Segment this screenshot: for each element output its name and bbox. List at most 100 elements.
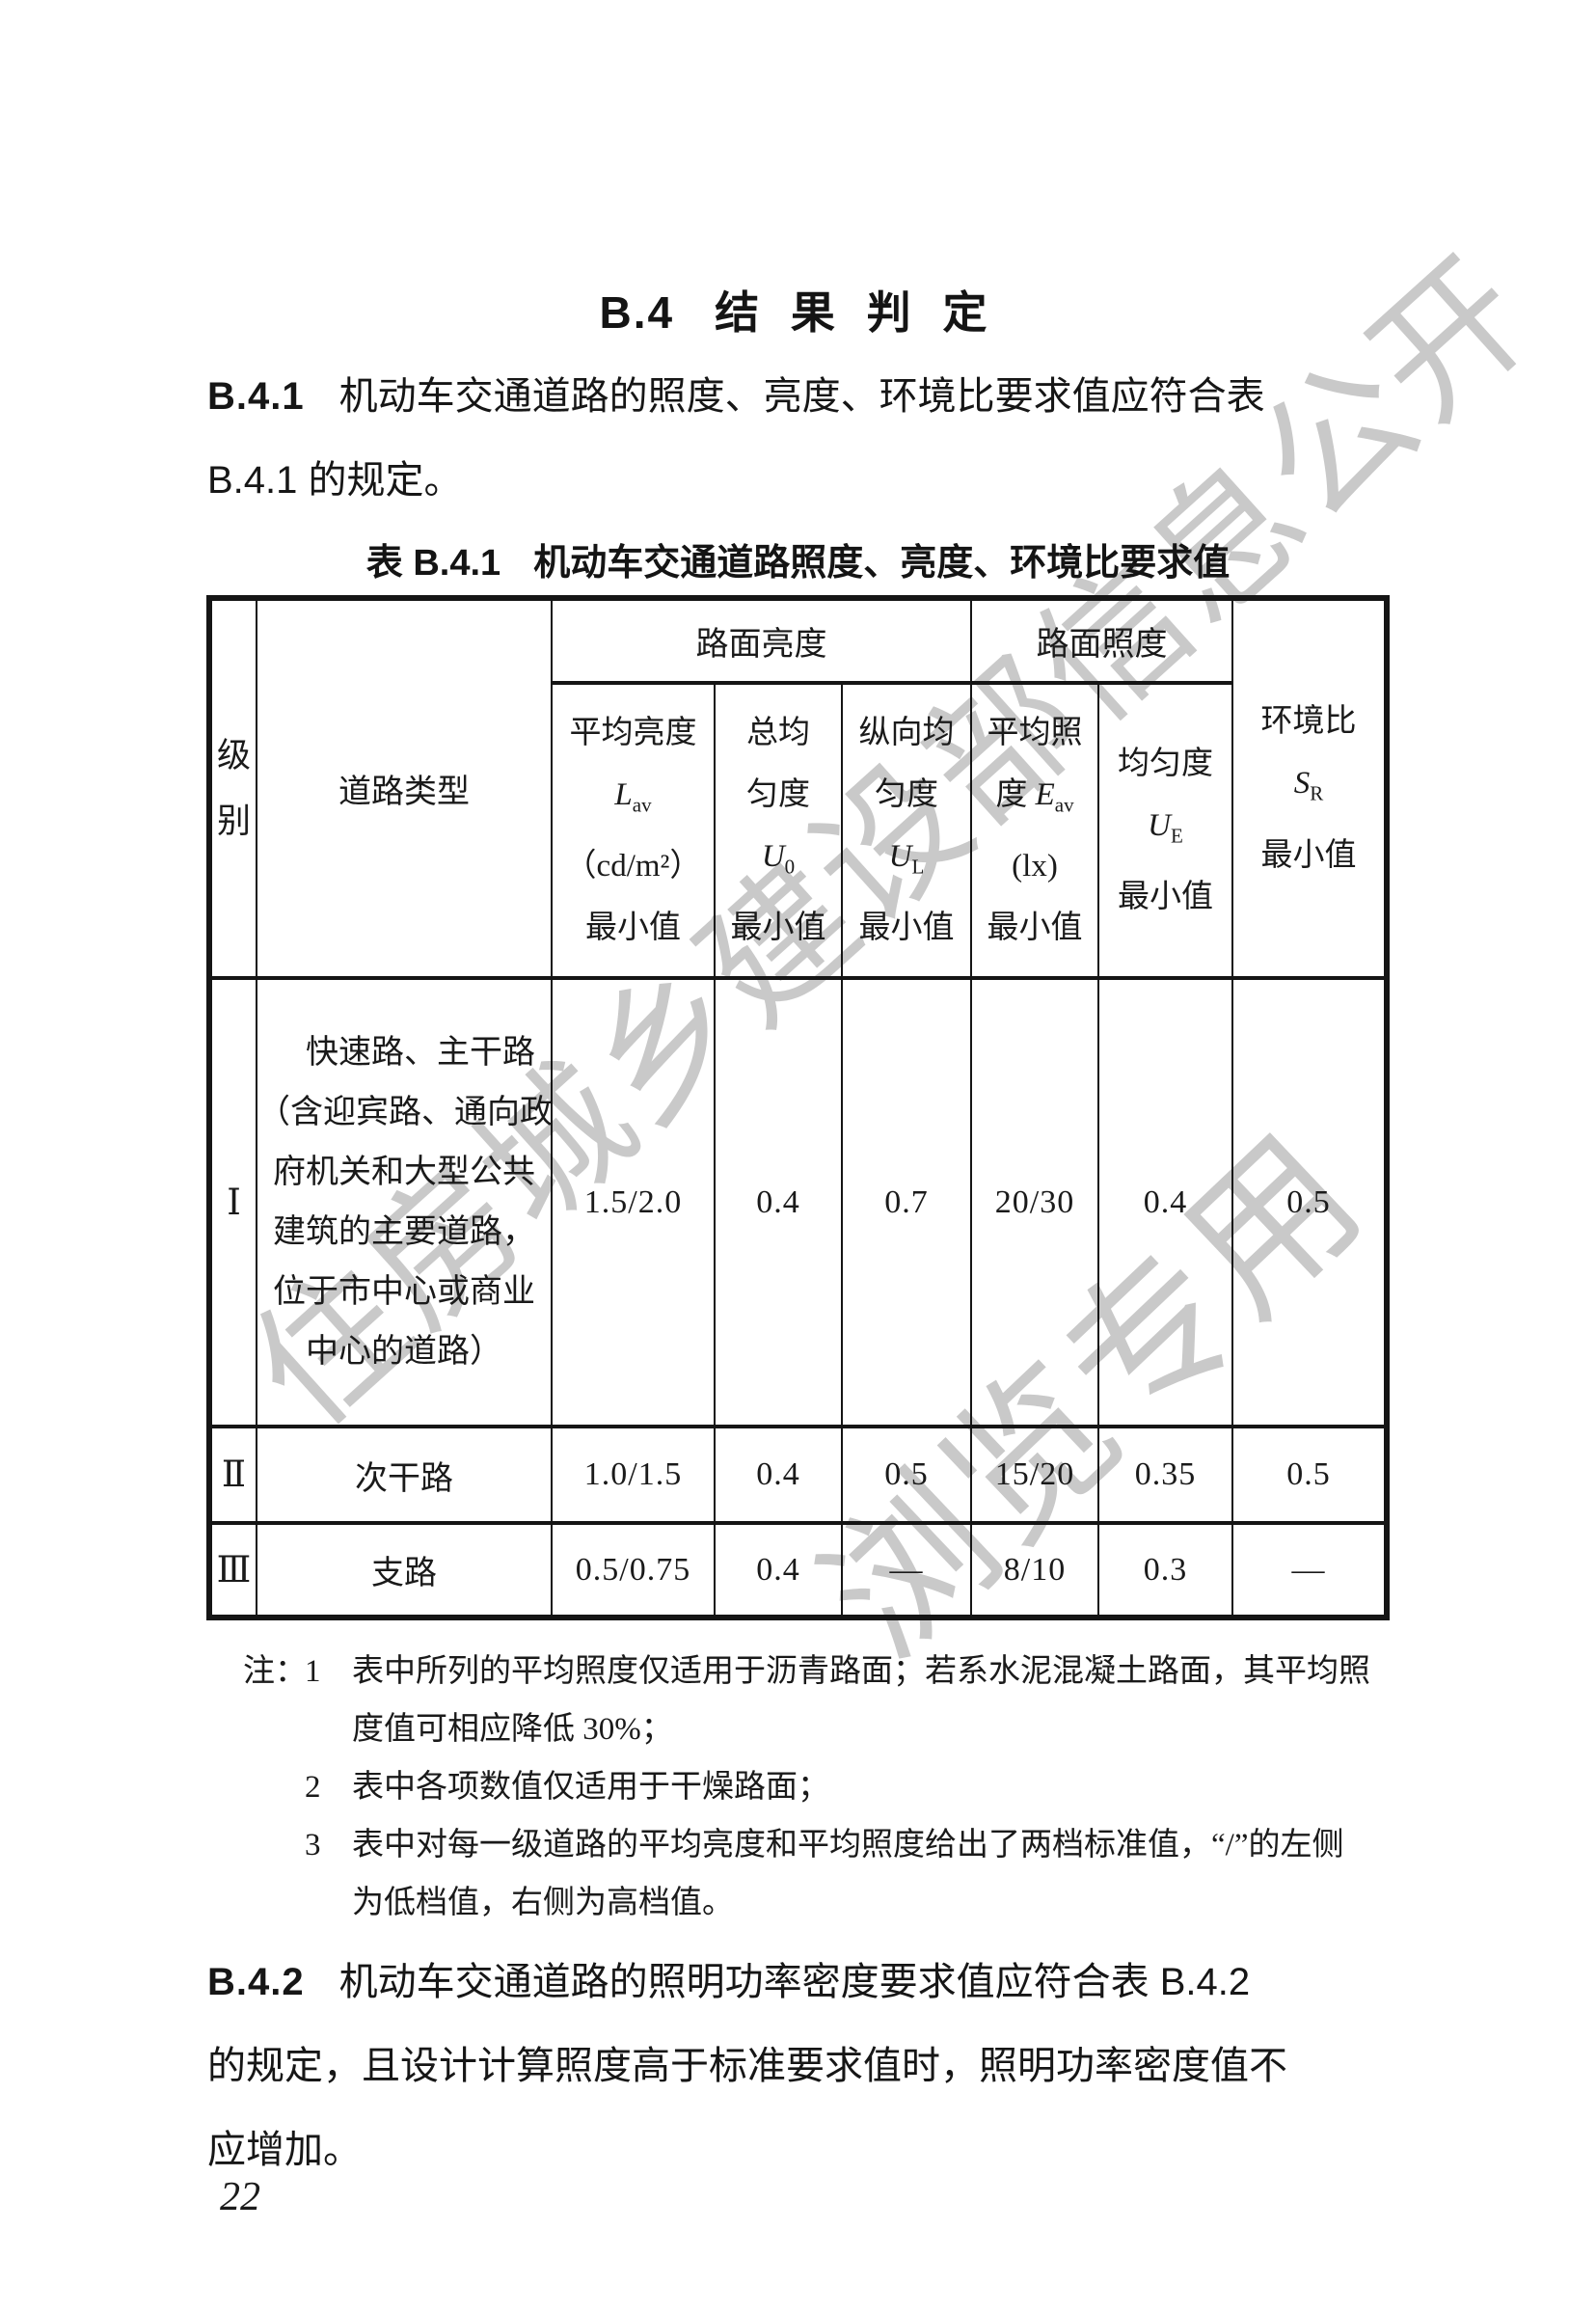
header-cell-luminance-group: 路面亮度: [551, 596, 972, 685]
cell-sr-1: 0.5: [1231, 976, 1388, 1428]
avg-luminance-unit: （cd/m²）: [564, 849, 702, 884]
overall-uniformity-min-label: 最小值: [730, 911, 826, 946]
surround-ratio-min-label: 最小值: [1260, 837, 1357, 873]
header-cell-overall-uniformity: 总均 匀度 U0 最小值: [714, 681, 843, 980]
subscript-0: 0: [784, 855, 796, 879]
symbol-S: S: [1293, 766, 1311, 802]
longitudinal-uniformity-min-label: 最小值: [858, 911, 955, 946]
cell-u0-3: 0.4: [714, 1521, 843, 1619]
illuminance-uniformity-min-label: 最小值: [1118, 880, 1213, 915]
symbol-L: L: [614, 776, 633, 812]
note-item-2: 2 表中各项数值仅适用于干燥路面；: [243, 1758, 1410, 1816]
longitudinal-uniformity-line2: 匀度: [875, 776, 938, 812]
header-cell-level: 级 别: [208, 596, 257, 980]
page-number: 22: [220, 2175, 260, 2219]
cell-lav-3: 0.5/0.75: [551, 1521, 716, 1619]
header-level-label: 级 别: [216, 736, 251, 840]
header-cell-illuminance-uniformity: 均匀度 UE 最小值: [1097, 681, 1233, 980]
cell-eav-1: 20/30: [970, 976, 1099, 1428]
note-3-number: 3: [305, 1828, 321, 1862]
note-3-text: 表中对每一级道路的平均亮度和平均照度给出了两档标准值，“/”的左侧 为低档值，右…: [352, 1828, 1344, 1920]
header-luminance-group-label: 路面亮度: [695, 627, 827, 663]
cell-level-2: Ⅱ: [208, 1425, 257, 1525]
note-1-text: 表中所列的平均照度仅适用于沥青路面；若系水泥混凝土路面，其平均照 度值可相应降低…: [352, 1654, 1370, 1747]
symbol-U: U: [761, 838, 785, 874]
header-cell-longitudinal-uniformity: 纵向均 匀度 UL 最小值: [841, 681, 972, 980]
clause-b42-text: 机动车交通道路的照明功率密度要求值应符合表 B.4.2 的规定，且设计计算照度高…: [207, 1961, 1287, 2171]
header-road-type-label: 道路类型: [338, 775, 470, 810]
table-notes: 注： 1 表中所列的平均照度仅适用于沥青路面；若系水泥混凝土路面，其平均照 度值…: [243, 1643, 1410, 1932]
avg-illuminance-line2-prefix: 度: [995, 776, 1036, 812]
table-row-grade1: Ⅰ 快速路、主干路 （含迎宾路、通向政 府机关和大型公共 建筑的主要道路， 位于…: [208, 976, 1388, 1428]
cell-ul-1: 0.7: [841, 976, 972, 1428]
table-caption: 表 B.4.1 机动车交通道路照度、亮度、环境比要求值: [0, 532, 1596, 585]
cell-ue-3: 0.3: [1097, 1521, 1233, 1619]
avg-luminance-symbol: Lav: [554, 764, 713, 836]
cell-road-type-3: 支路: [256, 1521, 553, 1619]
longitudinal-uniformity-symbol: UL: [844, 826, 969, 898]
table-caption-number: 表 B.4.1: [365, 543, 501, 584]
cell-sr-2: 0.5: [1231, 1425, 1388, 1525]
clause-b42-number: B.4.2: [207, 1961, 305, 2003]
cell-sr-3: —: [1231, 1521, 1388, 1619]
note-1-number: 1: [305, 1654, 321, 1689]
table-row-grade3: Ⅲ 支路 0.5/0.75 0.4 — 8/10 0.3 —: [208, 1521, 1388, 1619]
table-header-group-row: 级 别 道路类型 路面亮度 路面照度 环境比 SR 最小值: [208, 596, 1388, 980]
header-cell-surround-ratio: 环境比 SR 最小值: [1231, 596, 1388, 980]
section-heading-number: B.4: [599, 287, 675, 338]
subscript-R: R: [1310, 781, 1324, 805]
cell-u0-1: 0.4: [714, 976, 843, 1428]
note-item-1: 注： 1 表中所列的平均照度仅适用于沥青路面；若系水泥混凝土路面，其平均照 度值…: [243, 1643, 1410, 1758]
clause-b41-number: B.4.1: [207, 375, 305, 418]
overall-uniformity-symbol: U0: [717, 826, 840, 898]
avg-illuminance-line1: 平均照: [987, 715, 1083, 750]
illuminance-uniformity-symbol: UE: [1100, 795, 1231, 867]
requirements-table: 级 别 道路类型 路面亮度 路面照度 环境比 SR 最小值 平均亮度 Lav （…: [206, 595, 1390, 1620]
clause-b42: B.4.2 机动车交通道路的照明功率密度要求值应符合表 B.4.2 的规定，且设计…: [207, 1941, 1538, 2192]
subscript-av: av: [1054, 793, 1074, 817]
note-2-text: 表中各项数值仅适用于干燥路面；: [352, 1770, 829, 1805]
table-caption-title: 机动车交通道路照度、亮度、环境比要求值: [533, 543, 1231, 584]
cell-eav-3: 8/10: [970, 1521, 1099, 1619]
cell-road-type-2: 次干路: [256, 1425, 553, 1525]
avg-illuminance-min-label: 最小值: [987, 911, 1083, 946]
header-cell-avg-illuminance: 平均照 度 Eav (lx) 最小值: [970, 681, 1099, 980]
note-item-3: 3 表中对每一级道路的平均亮度和平均照度给出了两档标准值，“/”的左侧 为低档值…: [243, 1816, 1410, 1932]
header-illuminance-group-label: 路面照度: [1036, 627, 1168, 663]
notes-label: 注：: [243, 1654, 307, 1689]
cell-level-1: Ⅰ: [208, 976, 257, 1428]
cell-ul-3: —: [841, 1521, 972, 1619]
illuminance-uniformity-line1: 均匀度: [1118, 746, 1213, 781]
longitudinal-uniformity-line1: 纵向均: [858, 715, 955, 750]
avg-illuminance-unit: (lx): [1012, 849, 1058, 884]
table-header-detail-row: 平均亮度 Lav （cd/m²） 最小值 总均 匀度 U0 最小值 纵向均 匀度…: [209, 681, 1387, 980]
overall-uniformity-line1: 总均: [746, 715, 810, 750]
symbol-U: U: [1148, 807, 1171, 843]
subscript-E: E: [1171, 824, 1183, 848]
cell-ue-2: 0.35: [1097, 1425, 1233, 1525]
cell-eav-2: 15/20: [970, 1425, 1099, 1525]
cell-lav-2: 1.0/1.5: [551, 1425, 716, 1525]
avg-illuminance-symbol: 度 Eav: [973, 764, 1096, 836]
table-row-grade2: Ⅱ 次干路 1.0/1.5 0.4 0.5 15/20 0.35 0.5: [208, 1425, 1388, 1525]
cell-u0-2: 0.4: [714, 1425, 843, 1525]
avg-luminance-min-label: 最小值: [585, 911, 681, 946]
cell-ue-1: 0.4: [1097, 976, 1233, 1428]
section-heading: B.4 结 果 判 定: [0, 278, 1596, 341]
section-heading-title: 结 果 判 定: [715, 287, 997, 338]
header-cell-illuminance-group: 路面照度: [970, 596, 1233, 685]
cell-road-type-1: 快速路、主干路 （含迎宾路、通向政 府机关和大型公共 建筑的主要道路， 位于市中…: [256, 976, 553, 1428]
cell-level-3: Ⅲ: [208, 1521, 257, 1619]
avg-luminance-line1: 平均亮度: [569, 715, 697, 750]
subscript-av: av: [632, 793, 652, 817]
surround-ratio-line1: 环境比: [1260, 704, 1357, 740]
cell-ul-2: 0.5: [841, 1425, 972, 1525]
clause-b41-text: 机动车交通道路的照度、亮度、环境比要求值应符合表 B.4.1 的规定。: [207, 375, 1265, 502]
header-cell-road-type: 道路类型: [256, 596, 553, 980]
subscript-L: L: [911, 855, 925, 879]
overall-uniformity-line2: 匀度: [746, 776, 810, 812]
surround-ratio-symbol: SR: [1234, 752, 1384, 825]
clause-b41: B.4.1 机动车交通道路的照度、亮度、环境比要求值应符合表 B.4.1 的规定。: [207, 355, 1538, 523]
note-2-number: 2: [305, 1770, 321, 1805]
